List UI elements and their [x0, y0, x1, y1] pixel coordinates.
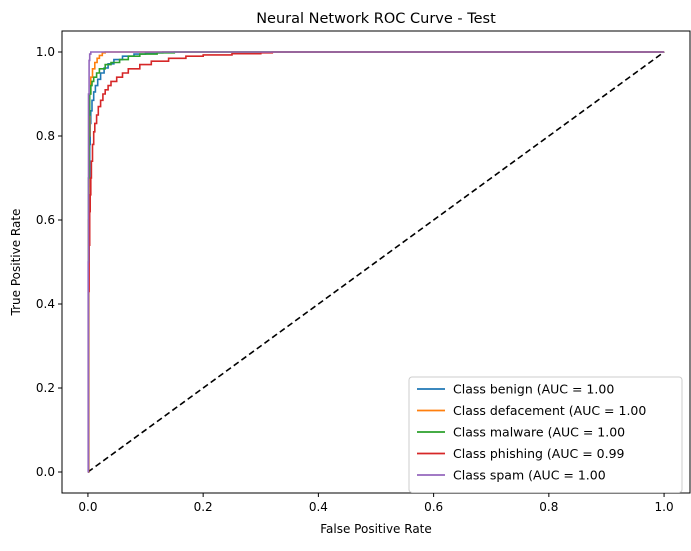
y-tick-label: 0.4 — [36, 297, 55, 311]
legend-label-4: Class spam (AUC = 1.00 — [453, 468, 606, 483]
y-tick-label: 0.8 — [36, 129, 55, 143]
legend: Class benign (AUC = 1.00 Class defacement… — [408, 376, 683, 493]
x-tick-label: 1.0 — [655, 500, 674, 514]
y-tick-label: 1.0 — [36, 45, 55, 59]
x-axis-title: False Positive Rate — [320, 522, 432, 536]
axis-ticks: 0.0 0.2 0.4 0.6 0.8 1.0 0.0 0.2 0.4 0.6 0.8 1.0 — [36, 45, 674, 514]
y-axis-title: True Positive Rate — [9, 209, 23, 317]
y-tick-label: 0.0 — [36, 465, 55, 479]
series-line-2 — [87, 51, 665, 473]
legend-label-3: Class phishing (AUC = 0.99 — [453, 446, 625, 461]
legend-label-0: Class benign (AUC = 1.00 — [453, 382, 614, 397]
legend-label-1: Class defacement (AUC = 1.00 — [453, 403, 646, 418]
reference-diagonal-line — [87, 51, 665, 473]
x-tick-label: 0.6 — [424, 500, 443, 514]
x-tick-label: 0.8 — [539, 500, 558, 514]
y-tick-label: 0.6 — [36, 213, 55, 227]
legend-box — [408, 376, 683, 493]
series-line-3 — [87, 51, 665, 473]
plot-area — [87, 51, 665, 473]
legend-label-2: Class malware (AUC = 1.00 — [453, 425, 625, 440]
y-tick-label: 0.2 — [36, 381, 55, 395]
plot-frame — [61, 30, 691, 494]
chart-title: Neural Network ROC Curve - Test — [256, 11, 496, 27]
x-tick-label: 0.4 — [309, 500, 328, 514]
series-line-4 — [87, 51, 665, 473]
x-tick-label: 0.0 — [78, 500, 97, 514]
x-tick-label: 0.2 — [194, 500, 213, 514]
